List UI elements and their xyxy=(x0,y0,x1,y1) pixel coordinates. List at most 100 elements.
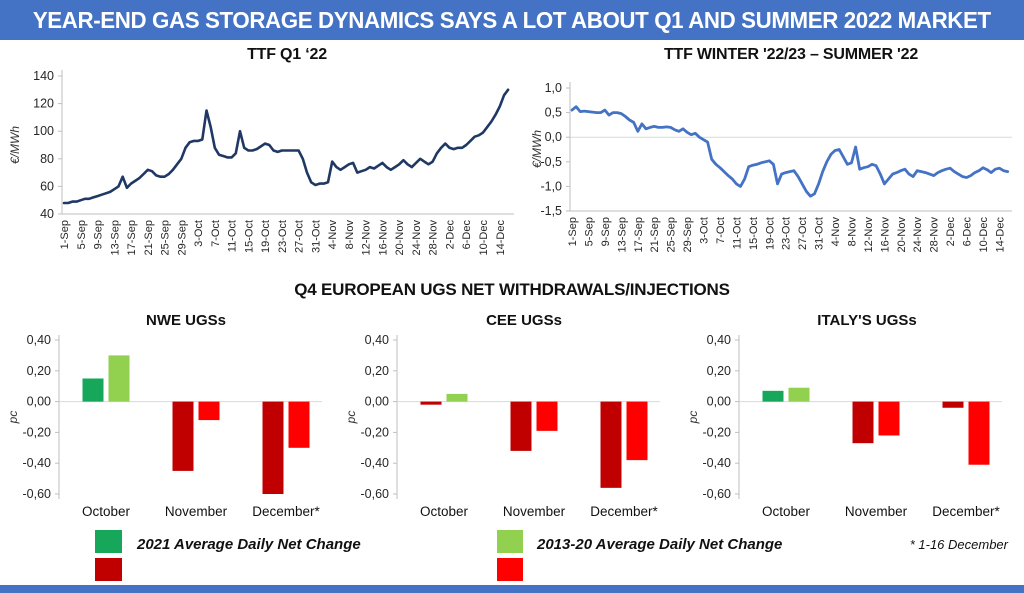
svg-text:9-Sep: 9-Sep xyxy=(93,220,105,249)
svg-text:-0,20: -0,20 xyxy=(361,425,390,439)
svg-text:15-Oct: 15-Oct xyxy=(748,217,760,250)
legend-label-2013-20: 2013-20 Average Daily Net Change xyxy=(537,536,783,553)
svg-text:November: November xyxy=(503,504,566,519)
ttf-spread-plot-area: 1,0 0,5 0,0 -0,5 -1,0 -1,5 1-Sep 5-Sep 9-Sep 13-S… xyxy=(540,81,1012,253)
svg-text:6-Dec: 6-Dec xyxy=(962,217,974,247)
svg-text:October: October xyxy=(82,504,131,519)
svg-text:19-Oct: 19-Oct xyxy=(260,220,272,253)
section-title: Q4 EUROPEAN UGS NET WITHDRAWALS/INJECTIO… xyxy=(294,280,730,299)
svg-text:October: October xyxy=(420,504,469,519)
svg-text:13-Sep: 13-Sep xyxy=(109,220,121,255)
svg-text:-1,0: -1,0 xyxy=(540,179,562,193)
chart-ttf-spread: TTF WINTER '22/23 – SUMMER '22 €/MWh 1,0… xyxy=(520,44,1024,284)
svg-text:1-Sep: 1-Sep xyxy=(59,220,71,249)
svg-text:12-Nov: 12-Nov xyxy=(361,220,373,256)
svg-text:11-Oct: 11-Oct xyxy=(227,220,239,252)
svg-text:0,40: 0,40 xyxy=(707,333,731,347)
svg-text:16-Nov: 16-Nov xyxy=(879,217,891,253)
svg-text:31-Oct: 31-Oct xyxy=(814,217,826,250)
svg-text:December*: December* xyxy=(932,504,1000,519)
svg-text:40: 40 xyxy=(40,207,54,221)
svg-text:-1,5: -1,5 xyxy=(540,204,562,218)
svg-text:28-Nov: 28-Nov xyxy=(929,217,941,253)
svg-text:13-Sep: 13-Sep xyxy=(616,217,628,252)
chart-nwe-ugs: NWE UGSs pc 0,40 0,20 0,00 -0,20 -0,40 -0,60 O… xyxy=(0,308,340,530)
bottom-accent-strip xyxy=(0,585,1024,593)
svg-text:0,00: 0,00 xyxy=(27,395,51,409)
svg-text:29-Sep: 29-Sep xyxy=(176,220,188,255)
italy-plot-area: 0,40 0,20 0,00 -0,20 -0,40 -0,60 October Novemb… xyxy=(703,333,1002,519)
svg-text:16-Nov: 16-Nov xyxy=(377,220,389,256)
svg-text:11-Oct: 11-Oct xyxy=(731,217,743,249)
svg-text:-0,40: -0,40 xyxy=(361,456,390,470)
nwe-plot-area: 0,40 0,20 0,00 -0,20 -0,40 -0,60 October Novemb… xyxy=(23,333,322,519)
ttf-q1-plot-area: 140 120 100 80 60 40 1-Sep 5-Sep 9-Sep 13-Sep 17-S… xyxy=(33,69,514,256)
chart-title-nwe: NWE UGSs xyxy=(145,312,226,329)
svg-text:0,0: 0,0 xyxy=(545,130,562,144)
svg-text:1-Sep: 1-Sep xyxy=(567,217,579,246)
svg-text:60: 60 xyxy=(40,179,54,193)
svg-text:-0,60: -0,60 xyxy=(23,487,52,501)
chart-title-ttf-spread: TTF WINTER '22/23 – SUMMER '22 xyxy=(663,46,919,63)
svg-text:3-Oct: 3-Oct xyxy=(699,217,711,244)
svg-text:20-Nov: 20-Nov xyxy=(394,220,406,256)
svg-text:31-Oct: 31-Oct xyxy=(310,220,322,253)
svg-text:-0,20: -0,20 xyxy=(703,425,732,439)
svg-text:-0,40: -0,40 xyxy=(703,456,732,470)
svg-text:2-Dec: 2-Dec xyxy=(945,217,957,247)
svg-text:0,00: 0,00 xyxy=(365,395,389,409)
svg-text:December*: December* xyxy=(590,504,658,519)
svg-text:27-Oct: 27-Oct xyxy=(797,217,809,250)
slide-title-bar: YEAR-END GAS STORAGE DYNAMICS SAYS A LOT… xyxy=(0,0,1024,40)
svg-text:5-Sep: 5-Sep xyxy=(76,220,88,249)
svg-text:24-Nov: 24-Nov xyxy=(411,220,423,256)
svg-text:10-Dec: 10-Dec xyxy=(478,220,490,256)
svg-text:14-Dec: 14-Dec xyxy=(994,217,1006,253)
svg-text:6-Dec: 6-Dec xyxy=(461,220,473,250)
svg-text:25-Sep: 25-Sep xyxy=(666,217,678,252)
svg-text:120: 120 xyxy=(33,97,54,111)
chart-title-ttf-q1: TTF Q1 ‘22 xyxy=(247,46,327,63)
svg-text:20-Nov: 20-Nov xyxy=(896,217,908,253)
svg-text:5-Sep: 5-Sep xyxy=(583,217,595,246)
svg-text:December*: December* xyxy=(252,504,320,519)
legend-swatch-2013-20-negative xyxy=(497,558,523,581)
svg-text:0,20: 0,20 xyxy=(707,364,731,378)
svg-text:17-Sep: 17-Sep xyxy=(633,217,645,252)
svg-text:2-Dec: 2-Dec xyxy=(444,220,456,250)
svg-text:November: November xyxy=(165,504,228,519)
chart-ttf-q1-22: TTF Q1 ‘22 €/MWh 140 120 100 80 60 40 1-Sep 5-S… xyxy=(0,44,520,284)
legend-label-2021: 2021 Average Daily Net Change xyxy=(137,536,361,553)
svg-text:10-Dec: 10-Dec xyxy=(978,217,990,253)
chart-cee-ugs: CEE UGSs pc 0,40 0,20 0,00 -0,20 -0,40 -0,60 O… xyxy=(338,308,678,530)
legend-swatch-2021-negative xyxy=(95,558,122,581)
cee-plot-area: 0,40 0,20 0,00 -0,20 -0,40 -0,60 October Novemb… xyxy=(361,333,660,519)
svg-text:23-Oct: 23-Oct xyxy=(781,217,793,250)
svg-text:0,20: 0,20 xyxy=(27,364,51,378)
svg-text:8-Nov: 8-Nov xyxy=(344,220,356,250)
svg-text:0,40: 0,40 xyxy=(365,333,389,347)
svg-text:-0,20: -0,20 xyxy=(23,425,52,439)
svg-text:1,0: 1,0 xyxy=(545,81,562,95)
svg-text:21-Sep: 21-Sep xyxy=(649,217,661,252)
svg-text:-0,40: -0,40 xyxy=(23,456,52,470)
svg-text:-0,60: -0,60 xyxy=(361,487,390,501)
svg-text:23-Oct: 23-Oct xyxy=(277,220,289,253)
chart-italy-ugs: ITALY'S UGSs pc 0,40 0,20 0,00 -0,20 -0,40 -0… xyxy=(680,308,1024,530)
svg-text:19-Oct: 19-Oct xyxy=(764,217,776,250)
legend-swatch-2021-positive xyxy=(95,530,122,553)
slide-title: YEAR-END GAS STORAGE DYNAMICS SAYS A LOT… xyxy=(33,6,991,33)
svg-text:15-Oct: 15-Oct xyxy=(243,220,255,253)
svg-text:4-Nov: 4-Nov xyxy=(327,220,339,250)
chart-title-cee: CEE UGSs xyxy=(486,312,562,329)
chart-title-italy: ITALY'S UGSs xyxy=(817,312,917,329)
svg-text:7-Oct: 7-Oct xyxy=(715,217,727,244)
svg-text:25-Sep: 25-Sep xyxy=(160,220,172,255)
svg-text:9-Sep: 9-Sep xyxy=(600,217,612,246)
svg-text:3-Oct: 3-Oct xyxy=(193,220,205,247)
svg-text:-0,5: -0,5 xyxy=(540,155,562,169)
svg-text:-0,60: -0,60 xyxy=(703,487,732,501)
svg-text:4-Nov: 4-Nov xyxy=(830,217,842,247)
svg-text:140: 140 xyxy=(33,69,54,83)
svg-text:0,5: 0,5 xyxy=(545,106,562,120)
